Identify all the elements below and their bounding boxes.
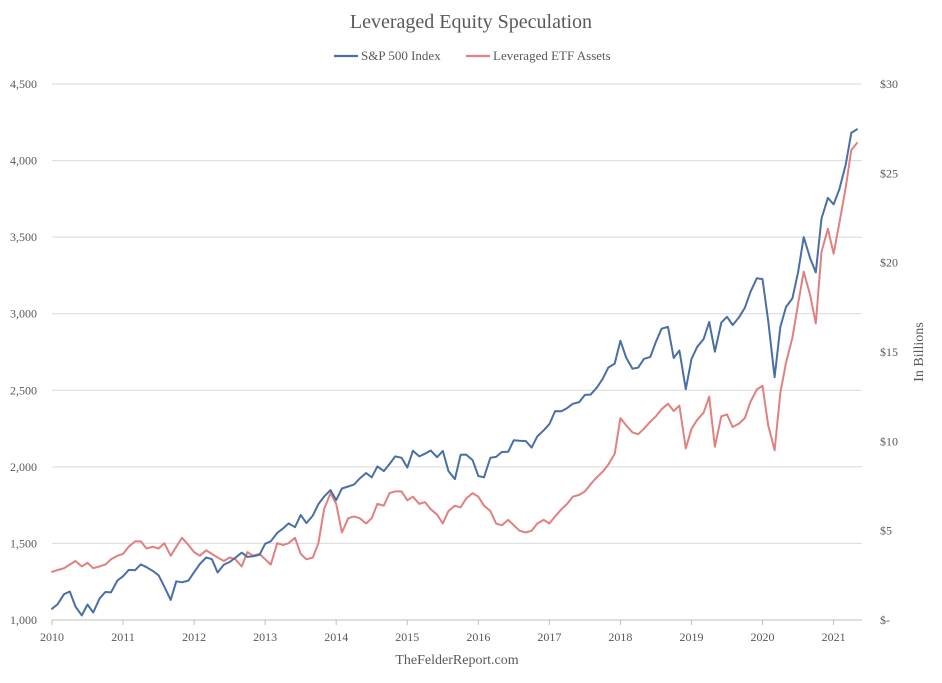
y-right-tick-label: $30 [880,77,898,91]
y-left-tick-label: 3,500 [10,230,37,244]
y-left-tick-label: 1,000 [10,613,37,627]
chart-caption: TheFelderReport.com [395,653,518,668]
x-tick-label: 2019 [679,630,703,644]
y-axis-right-label: In Billions [912,322,927,382]
y-right-tick-label: $5 [880,524,892,538]
series-lines [51,128,858,617]
x-tick-label: 2012 [182,630,206,644]
y-right-tick-label: $- [880,613,890,627]
x-tick-label: 2021 [822,630,846,644]
x-tick-label: 2011 [111,630,135,644]
y-left-tick-label: 2,000 [10,460,37,474]
series-line-leveraged-etf [51,142,858,573]
y-axis-right: $- $5 $10 $15 $20 $25 $30 [880,77,898,627]
x-tick-label: 2020 [751,630,775,644]
y-right-tick-label: $20 [880,256,898,270]
y-right-tick-label: $10 [880,434,898,448]
legend-label-sp500: S&P 500 Index [361,48,441,63]
series-line-sp500 [51,128,858,617]
y-axis-left: 1,000 1,500 2,000 2,500 3,000 3,500 4,000 4,500 [10,77,37,627]
x-tick-label: 2016 [466,630,490,644]
x-tick-label: 2010 [40,630,64,644]
y-right-tick-label: $25 [880,166,898,180]
x-tick-label: 2015 [395,630,419,644]
x-tick-label: 2014 [324,630,348,644]
y-left-tick-label: 4,000 [10,154,37,168]
y-left-tick-label: 3,000 [10,307,37,321]
chart-title: Leveraged Equity Speculation [350,11,592,33]
y-left-tick-label: 2,500 [10,383,37,397]
y-left-tick-label: 4,500 [10,77,37,91]
y-right-tick-label: $15 [880,345,898,359]
x-axis: 2010 2011 2012 2013 2014 2015 2016 2017 2018 2019… [40,619,862,644]
legend-label-leveraged-etf: Leveraged ETF Assets [493,48,611,63]
legend: S&P 500 Index Leveraged ETF Assets [334,48,611,63]
x-tick-label: 2018 [608,630,632,644]
y-left-tick-label: 1,500 [10,536,37,550]
x-tick-label: 2017 [537,630,561,644]
x-tick-label: 2013 [253,630,277,644]
